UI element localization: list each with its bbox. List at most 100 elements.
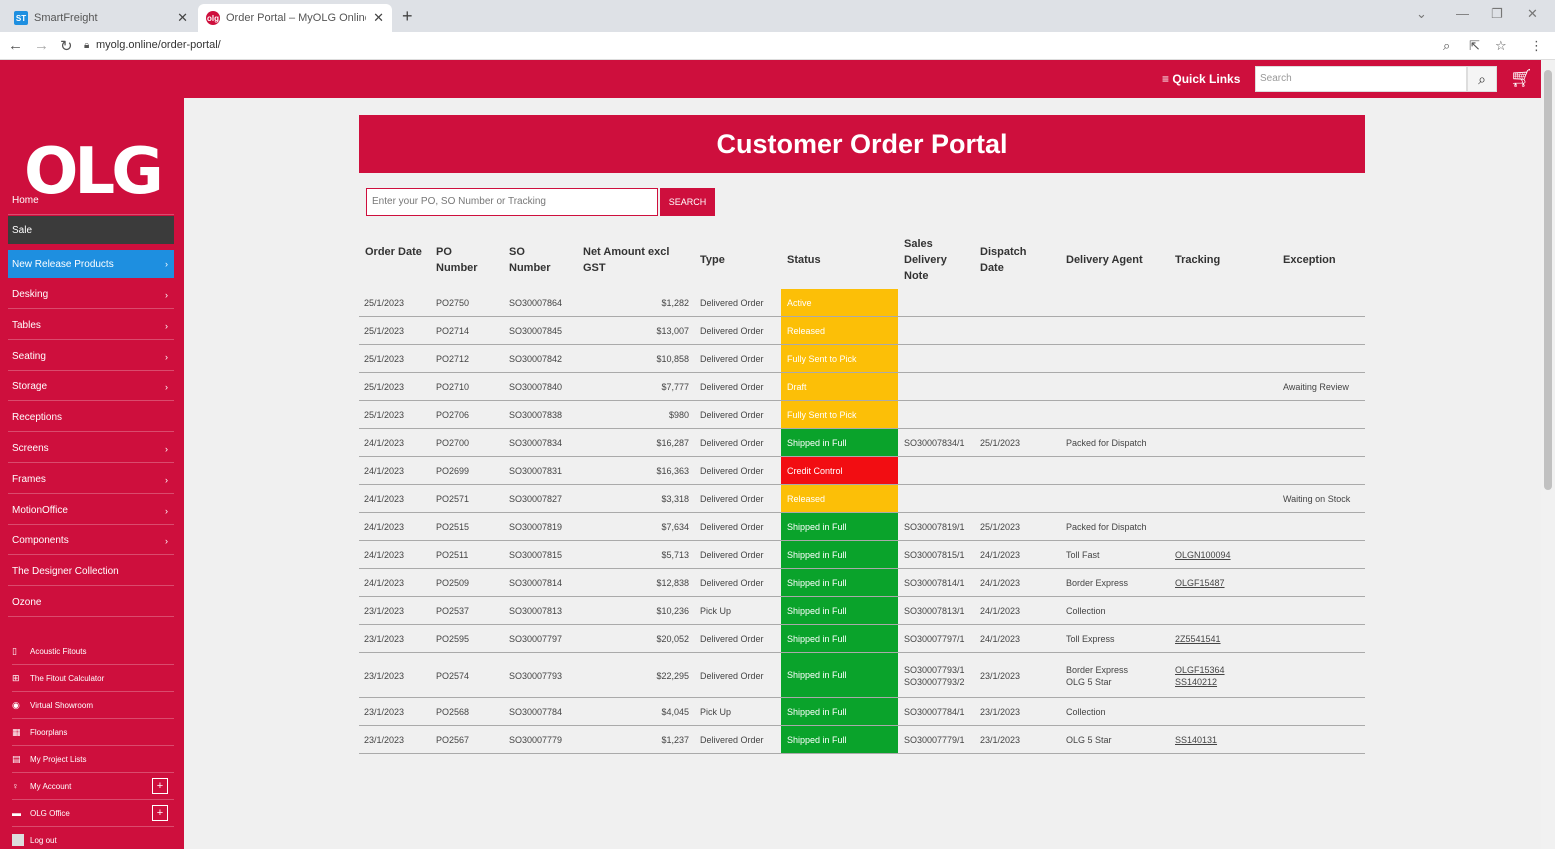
sidebar-item-motionoffice[interactable]: MotionOffice › — [8, 497, 174, 525]
sidebar-item-sale[interactable]: Sale — [8, 216, 174, 244]
status-badge: Released — [781, 485, 898, 512]
restore-icon[interactable]: ❐ — [1491, 6, 1503, 21]
sidebar-tool-virtual-showroom[interactable]: ◉ Virtual Showroom — [12, 692, 174, 719]
sidebar-item-storage[interactable]: Storage › — [8, 373, 174, 401]
back-arrow-icon[interactable]: ← — [8, 37, 23, 54]
lock-icon: 🔒︎ — [84, 40, 90, 51]
zoom-icon[interactable]: ⌕ — [1443, 38, 1451, 53]
close-icon[interactable]: ✕ — [177, 10, 188, 25]
quick-links-button[interactable]: ≡ Quick Links — [1162, 72, 1241, 86]
sidebar-item-label: Components — [12, 535, 69, 546]
cell-tracking[interactable]: 2Z5541541 — [1175, 634, 1221, 644]
table-row[interactable]: 23/1/2023 PO2567 SO30007779 $1,237 Delivered… — [359, 726, 1365, 754]
col-sales-delivery-note[interactable]: Sales Delivery Note — [904, 238, 947, 282]
col-status[interactable]: Status — [787, 254, 821, 266]
table-row[interactable]: 25/1/2023 PO2710 SO30007840 $7,777 Delivered… — [359, 373, 1365, 401]
col-tracking[interactable]: Tracking — [1175, 254, 1221, 266]
cell-type: Delivered Order — [700, 670, 764, 681]
table-row[interactable]: 24/1/2023 PO2509 SO30007814 $12,838 Delivere… — [359, 569, 1365, 597]
search-icon[interactable]: ⌕ — [1467, 66, 1497, 92]
sidebar-item-tables[interactable]: Tables › — [8, 312, 174, 340]
cell-sales-delivery-note: SO30007784/1 — [904, 707, 965, 717]
col-net-amount[interactable]: Net Amount excl GST — [583, 246, 670, 274]
table-row[interactable]: 24/1/2023 PO2699 SO30007831 $16,363 Delivere… — [359, 457, 1365, 485]
table-row[interactable]: 25/1/2023 PO2714 SO30007845 $13,007 Delivere… — [359, 317, 1365, 345]
acoustic-icon: ▯ — [12, 645, 17, 656]
header-search-input[interactable]: Search — [1255, 66, 1467, 92]
table-row[interactable]: 24/1/2023 PO2511 SO30007815 $5,713 Delivered… — [359, 541, 1365, 569]
tab-order-portal[interactable]: olg Order Portal – MyOLG Online ✕ — [198, 4, 392, 32]
reload-icon[interactable]: ↻ — [60, 38, 73, 55]
menu-dots-icon[interactable]: ⋮ — [1530, 38, 1543, 53]
col-order-date[interactable]: Order Date — [365, 246, 422, 258]
search-button[interactable]: SEARCH — [660, 188, 715, 216]
cell-dispatch-date: 25/1/2023 — [980, 522, 1021, 532]
tab-smartfreight[interactable]: ST SmartFreight ✕ — [6, 4, 196, 32]
sidebar-item-components[interactable]: Components › — [8, 527, 174, 555]
sidebar-tool-my-account[interactable]: ♀ My Account + — [12, 773, 174, 800]
sidebar-item-home[interactable]: Home — [8, 187, 174, 215]
expand-plus-icon[interactable]: + — [152, 778, 168, 794]
sidebar-item-desking[interactable]: Desking › — [8, 281, 174, 309]
sidebar-tool-my-project-lists[interactable]: ▤ My Project Lists — [12, 746, 174, 773]
table-row[interactable]: 23/1/2023 PO2537 SO30007813 $10,236 Pick Up S… — [359, 597, 1365, 625]
new-tab-icon[interactable]: + — [402, 6, 413, 26]
chevron-down-icon[interactable]: ⌄ — [1416, 6, 1427, 21]
table-row[interactable]: 25/1/2023 PO2706 SO30007838 $980 Delivered O… — [359, 401, 1365, 429]
table-row[interactable]: 25/1/2023 PO2750 SO30007864 $1,282 Delivered… — [359, 289, 1365, 317]
cell-exception: Waiting on Stock — [1283, 494, 1351, 504]
sidebar-item-frames[interactable]: Frames › — [8, 466, 174, 494]
expand-plus-icon[interactable]: + — [152, 805, 168, 821]
cell-po-number: PO2515 — [436, 522, 470, 532]
table-row[interactable]: 24/1/2023 PO2515 SO30007819 $7,634 Delivered… — [359, 513, 1365, 541]
cell-net-amount: $12,838 — [656, 578, 689, 588]
sidebar-tool-acoustic-fitouts[interactable]: ▯ Acoustic Fitouts — [12, 638, 174, 665]
col-exception[interactable]: Exception — [1283, 254, 1336, 266]
scrollbar[interactable] — [1541, 60, 1555, 849]
cell-tracking[interactable]: OLGN100094 — [1175, 550, 1231, 560]
cell-tracking[interactable]: OLGF15364 SS140212 — [1175, 664, 1225, 687]
table-row[interactable]: 23/1/2023 PO2595 SO30007797 $20,052 Delivere… — [359, 625, 1365, 653]
minimize-icon[interactable]: — — [1456, 6, 1469, 21]
sidebar-item-seating[interactable]: Seating › — [8, 343, 174, 371]
sidebar-item-receptions[interactable]: Receptions — [8, 404, 174, 432]
col-so-number[interactable]: SO Number — [509, 246, 551, 274]
sidebar-tool-log-out[interactable]: Log out — [12, 827, 174, 849]
col-delivery-agent[interactable]: Delivery Agent — [1066, 254, 1143, 266]
sidebar-tool-the-fitout-calculator[interactable]: ⊞ The Fitout Calculator — [12, 665, 174, 692]
cell-tracking[interactable]: OLGF15487 — [1175, 578, 1225, 588]
cell-net-amount: $7,634 — [661, 522, 689, 532]
olg-logo[interactable]: OLG — [24, 135, 164, 209]
sidebar-item-ozone[interactable]: Ozone — [8, 589, 174, 617]
sidebar-item-screens[interactable]: Screens › — [8, 435, 174, 463]
table-row[interactable]: 23/1/2023 PO2568 SO30007784 $4,045 Pick Up SO… — [359, 698, 1365, 726]
cell-so-number: SO30007845 — [509, 326, 563, 336]
bookmark-star-icon[interactable]: ☆ — [1495, 38, 1507, 53]
sidebar-tool-olg-office[interactable]: ▬ OLG Office + — [12, 800, 174, 827]
share-icon[interactable]: ⇱ — [1469, 38, 1480, 53]
sidebar-tool-floorplans[interactable]: ▦ Floorplans — [12, 719, 174, 746]
table-row[interactable]: 24/1/2023 PO2700 SO30007834 $16,287 Delivere… — [359, 429, 1365, 457]
project-list-icon: ▤ — [12, 753, 21, 764]
col-dispatch-date[interactable]: Dispatch Date — [980, 246, 1027, 274]
forward-arrow-icon[interactable]: → — [34, 37, 49, 54]
sidebar-item-new-release-products[interactable]: New Release Products › — [8, 250, 174, 278]
table-row[interactable]: 24/1/2023 PO2571 SO30007827 $3,318 Delivered… — [359, 485, 1365, 513]
cell-po-number: PO2700 — [436, 438, 470, 448]
status-badge: Shipped in Full — [781, 541, 898, 568]
sidebar-item-the-designer-collection[interactable]: The Designer Collection — [8, 558, 174, 586]
table-row[interactable]: 23/1/2023 PO2574 SO30007793 $22,295 Delivere… — [359, 653, 1365, 698]
window-close-icon[interactable]: ✕ — [1527, 6, 1538, 21]
cell-po-number: PO2574 — [436, 670, 470, 681]
cell-tracking[interactable]: SS140131 — [1175, 735, 1218, 745]
sidebar-item-label: Tables — [12, 320, 41, 331]
scrollbar-thumb[interactable] — [1544, 70, 1552, 490]
col-type[interactable]: Type — [700, 254, 725, 266]
cart-icon[interactable]: 🛒︎ — [1510, 68, 1533, 88]
url-field[interactable]: myolg.online/order-portal/ — [96, 39, 221, 51]
close-icon[interactable]: ✕ — [373, 10, 384, 25]
order-search-input[interactable]: Enter your PO, SO Number or Tracking — [366, 188, 658, 216]
col-po-number[interactable]: PO Number — [436, 246, 478, 274]
cell-dispatch-date: 24/1/2023 — [980, 606, 1021, 616]
table-row[interactable]: 25/1/2023 PO2712 SO30007842 $10,858 Delivere… — [359, 345, 1365, 373]
